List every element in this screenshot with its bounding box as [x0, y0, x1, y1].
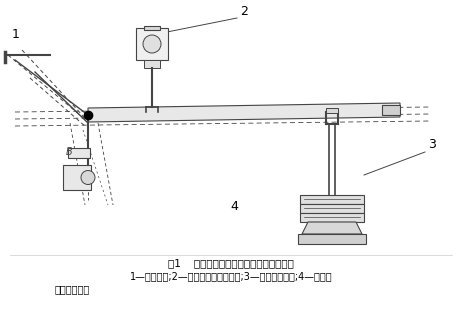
Bar — [136, 28, 168, 60]
Circle shape — [143, 35, 161, 53]
Text: 图1    测力杠杆校准拉力试验机工作状态图: 图1 测力杠杆校准拉力试验机工作状态图 — [168, 258, 294, 268]
Polygon shape — [88, 103, 400, 122]
Text: 1—杠杆力点;2—拉力试验机上连接件;3—杠杆配套砝码;4—拉力试: 1—杠杆力点;2—拉力试验机上连接件;3—杠杆配套砝码;4—拉力试 — [130, 271, 332, 281]
Text: 1: 1 — [12, 28, 20, 41]
Bar — [300, 195, 364, 204]
Text: B: B — [66, 147, 73, 157]
Bar — [68, 148, 90, 158]
Bar — [326, 108, 338, 113]
Text: 4: 4 — [230, 200, 238, 213]
Bar — [300, 204, 364, 213]
Text: 2: 2 — [240, 5, 248, 18]
Bar — [300, 213, 364, 222]
Bar — [382, 105, 400, 115]
Circle shape — [81, 171, 95, 184]
Polygon shape — [302, 222, 362, 234]
Bar — [298, 234, 366, 244]
Bar — [144, 26, 160, 30]
Bar — [144, 60, 160, 68]
Bar — [63, 165, 91, 190]
Text: 验机下连接件: 验机下连接件 — [55, 284, 90, 294]
Text: 3: 3 — [428, 138, 436, 151]
